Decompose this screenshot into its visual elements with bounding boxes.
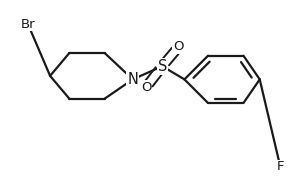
- Text: N: N: [127, 72, 138, 87]
- Text: Br: Br: [21, 18, 35, 31]
- Text: S: S: [158, 59, 167, 74]
- Text: O: O: [141, 81, 151, 94]
- Text: O: O: [173, 40, 184, 53]
- Text: F: F: [277, 161, 284, 174]
